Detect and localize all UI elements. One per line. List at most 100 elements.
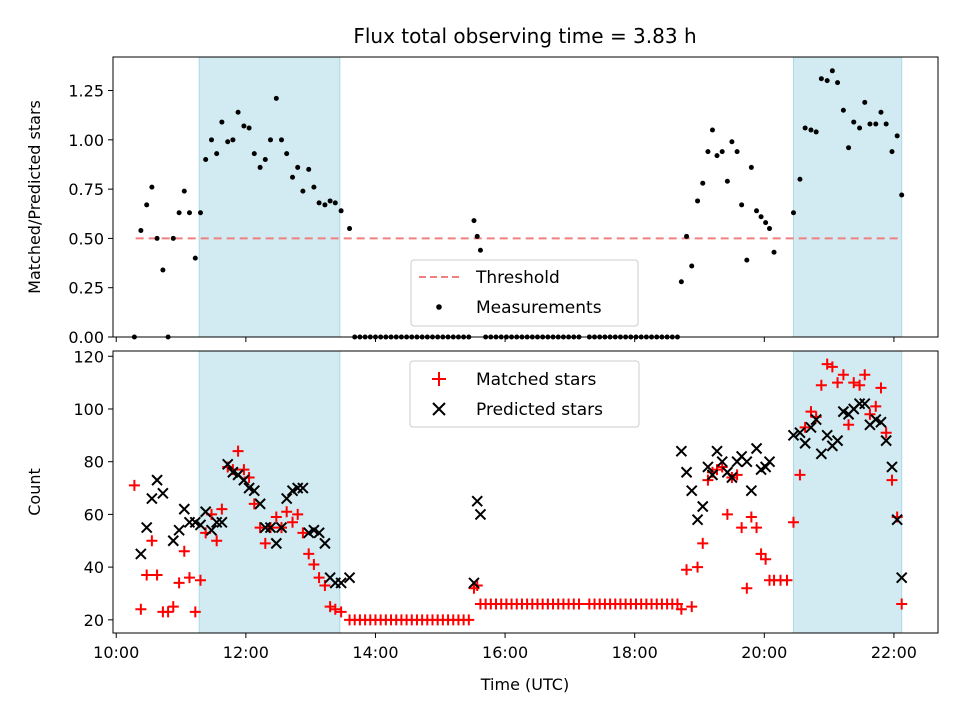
matched-star-point xyxy=(741,582,753,594)
observing-window-shading-count xyxy=(198,350,903,634)
matched-star-point xyxy=(870,400,882,412)
matched-star-point xyxy=(751,522,763,534)
measurement-point xyxy=(739,202,745,208)
predicted-star-point xyxy=(291,482,304,494)
matched-star-point xyxy=(173,577,185,589)
measurement-point xyxy=(857,125,863,131)
y-tick-label: 0.25 xyxy=(68,279,104,298)
predicted-star-point xyxy=(675,445,688,457)
x-tick-label: 16:00 xyxy=(482,643,528,662)
measurement-point xyxy=(257,164,263,170)
measurement-point xyxy=(883,121,889,127)
matched-star-point xyxy=(832,377,844,389)
predicted-star-point xyxy=(805,421,817,434)
ratio-y-ticks: 0.00 0.25 0.50 0.75 1.00 1.25 xyxy=(68,82,113,347)
predicted-star-point xyxy=(859,398,871,410)
matched-star-point xyxy=(248,498,260,510)
predicted-star-point xyxy=(146,492,158,505)
matched-stars-legend-label: Matched stars xyxy=(476,370,596,390)
matched-star-point xyxy=(864,408,876,420)
matched-star-point xyxy=(686,601,698,613)
y-tick-label: 0.75 xyxy=(68,180,104,199)
predicted-star-point xyxy=(259,521,272,534)
matched-star-point xyxy=(313,572,325,584)
predicted-star-point xyxy=(335,577,347,589)
predicted-star-point xyxy=(135,548,147,560)
count-panel: 20 40 60 80 100 120 10:00 12:00 14:00 16:00 18:00… xyxy=(25,347,939,694)
measurement-point xyxy=(267,137,273,143)
matched-star-point xyxy=(826,361,838,373)
measurements-legend-label: Measurements xyxy=(476,298,602,318)
predicted-star-point xyxy=(815,448,828,460)
matched-star-point xyxy=(675,603,687,615)
matched-star-point xyxy=(238,464,250,476)
predicted-star-point xyxy=(886,461,898,473)
measurement-point xyxy=(719,149,725,155)
matched-star-point xyxy=(815,379,827,391)
matched-star-point xyxy=(463,614,475,626)
predicted-star-point xyxy=(343,571,356,584)
matched-star-point xyxy=(162,606,174,618)
matched-star-point xyxy=(151,569,163,581)
measurement-point xyxy=(176,210,182,216)
predicted-star-point xyxy=(821,429,833,442)
measurement-point xyxy=(235,109,241,115)
measurement-point xyxy=(181,188,187,194)
matched-star-point xyxy=(216,503,228,515)
predicted-star-point xyxy=(875,416,887,428)
predicted-star-point xyxy=(222,458,234,471)
measurement-point xyxy=(829,68,835,74)
matched-star-point xyxy=(854,379,866,391)
ratio-x-ticks xyxy=(115,337,895,342)
matched-star-point xyxy=(848,377,860,389)
matched-star-point xyxy=(886,474,898,486)
measurement-point xyxy=(689,263,695,269)
measurement-point xyxy=(889,149,895,155)
measurement-point xyxy=(899,192,905,198)
matched-star-point xyxy=(135,603,147,615)
y-tick-label: 1.00 xyxy=(68,131,104,150)
matched-star-point xyxy=(736,522,748,534)
predicted-star-point xyxy=(151,474,163,486)
measurement-point xyxy=(149,184,155,190)
measurements-legend-swatch xyxy=(436,304,442,310)
matched-star-point xyxy=(335,606,347,618)
measurement-point xyxy=(209,137,215,143)
predicted-star-point xyxy=(275,521,288,534)
matched-star-point xyxy=(721,508,733,520)
predicted-star-point xyxy=(173,524,185,536)
measurement-point xyxy=(230,137,236,143)
matched-star-point xyxy=(821,358,833,370)
predicted-star-point xyxy=(794,426,806,439)
matched-star-point xyxy=(254,522,266,534)
threshold-legend-label: Threshold xyxy=(475,268,560,288)
measurement-point xyxy=(311,184,317,190)
predicted-star-point xyxy=(471,495,483,507)
measurement-point xyxy=(867,121,873,127)
measurement-point xyxy=(684,233,690,239)
measurement-point xyxy=(203,157,209,163)
predicted-star-point xyxy=(167,535,179,547)
measurement-point xyxy=(790,210,796,216)
matched-star-point xyxy=(745,511,757,523)
ratio-panel: 0.00 0.25 0.50 0.75 1.00 1.25 Matched/Predict… xyxy=(25,56,939,347)
predicted-star-point xyxy=(254,498,266,510)
measurement-point xyxy=(873,121,879,127)
predicted-star-point xyxy=(205,524,218,536)
matched-star-point xyxy=(837,369,849,381)
predicted-star-point xyxy=(140,521,153,534)
measurement-point xyxy=(322,202,328,208)
measurement-point xyxy=(284,151,290,157)
measurement-point xyxy=(154,235,160,241)
matched-stars-points xyxy=(128,358,908,626)
predicted-star-point xyxy=(896,571,908,584)
matched-star-point xyxy=(303,548,315,560)
matched-star-point xyxy=(167,601,179,613)
measurement-point xyxy=(477,247,483,253)
x-tick-label: 18:00 xyxy=(612,643,658,662)
predicted-star-point xyxy=(745,484,758,497)
measurement-point xyxy=(729,139,735,145)
matched-star-point xyxy=(692,561,704,573)
y-tick-label: 40 xyxy=(84,558,104,577)
